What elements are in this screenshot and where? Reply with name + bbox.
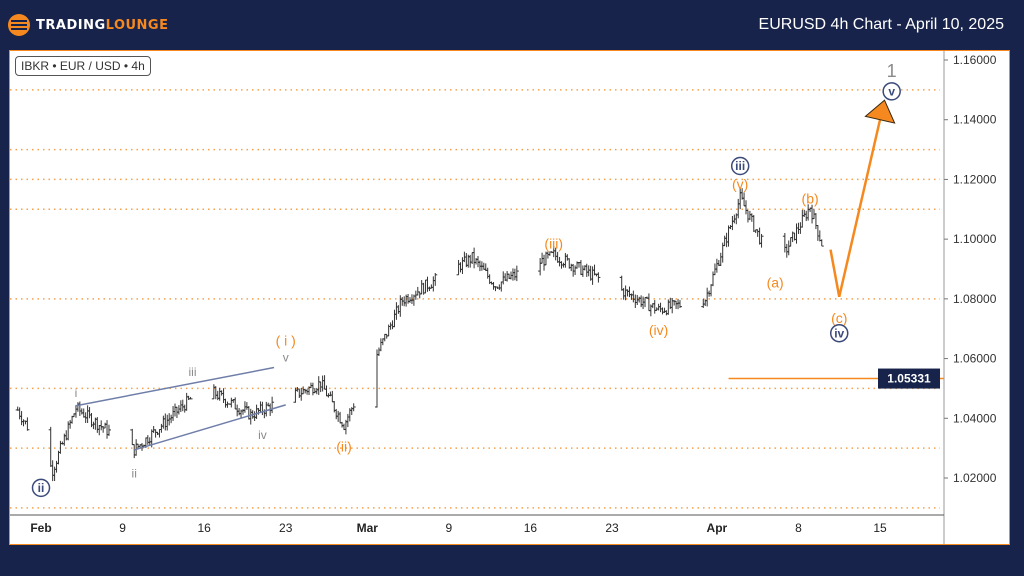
- wave-label: (v): [732, 176, 748, 192]
- wave-label: (c): [831, 310, 847, 326]
- projection-arrowhead-icon: [864, 99, 896, 124]
- x-tick-label: Apr: [707, 521, 728, 535]
- wave-label-circle: [882, 82, 901, 101]
- wave-label: iii: [188, 365, 196, 379]
- wave-label: iv: [834, 326, 844, 340]
- wave-label: (iv): [649, 322, 668, 338]
- wave-label: iv: [258, 428, 267, 442]
- logo-icon: [8, 14, 30, 36]
- price-label-box: [878, 368, 940, 389]
- y-tick-label: 1.10000: [953, 232, 997, 246]
- wave-label-circle: [730, 156, 750, 176]
- symbol-label[interactable]: IBKR • EUR / USD • 4h: [15, 56, 151, 76]
- wave-label: (iii): [544, 236, 563, 252]
- y-tick-label: 1.12000: [953, 172, 997, 186]
- y-tick-label: 1.04000: [953, 411, 997, 425]
- diagonal-channel-line: [134, 404, 286, 451]
- wave-label-circle: [31, 478, 51, 498]
- wave-label: iii: [735, 159, 745, 173]
- wave-label: (b): [802, 191, 819, 207]
- price-label: 1.05331: [887, 372, 931, 386]
- wave-label: 1: [887, 61, 897, 81]
- diagonal-channel-line: [75, 366, 275, 407]
- wave-label: v: [888, 85, 895, 99]
- wave-label: v: [283, 350, 289, 364]
- x-tick-label: 23: [279, 521, 293, 535]
- y-tick-label: 1.14000: [953, 113, 997, 127]
- x-tick-label: 15: [873, 521, 887, 535]
- chart-title: EURUSD 4h Chart - April 10, 2025: [758, 16, 1004, 33]
- tradinglounge-logo: TRADINGLOUNGE: [8, 14, 168, 36]
- chart-panel: [9, 50, 1010, 545]
- logo-text: TRADING: [36, 17, 106, 33]
- logo-text-accent: LOUNGE: [105, 17, 169, 33]
- x-tick-label: 9: [119, 521, 126, 535]
- wave-label: i: [75, 386, 78, 400]
- x-tick-label: 16: [197, 521, 211, 535]
- x-tick-label: 9: [446, 521, 453, 535]
- wave-label: ii: [132, 467, 137, 481]
- wave-label-circle: [829, 323, 849, 343]
- x-tick-label: 8: [795, 521, 802, 535]
- x-tick-label: Feb: [30, 521, 51, 535]
- wave-label: ii: [38, 481, 45, 495]
- projection-path: [829, 119, 882, 298]
- x-tick-label: Mar: [357, 521, 379, 535]
- x-tick-label: 16: [524, 521, 538, 535]
- wave-label: ( i ): [276, 333, 296, 349]
- y-tick-label: 1.16000: [953, 53, 997, 67]
- wave-label: (ii): [336, 439, 352, 455]
- y-tick-label: 1.08000: [953, 292, 997, 306]
- y-tick-label: 1.02000: [953, 471, 997, 485]
- y-tick-label: 1.06000: [953, 352, 997, 366]
- x-tick-label: 23: [605, 521, 619, 535]
- wave-label: (a): [767, 274, 784, 290]
